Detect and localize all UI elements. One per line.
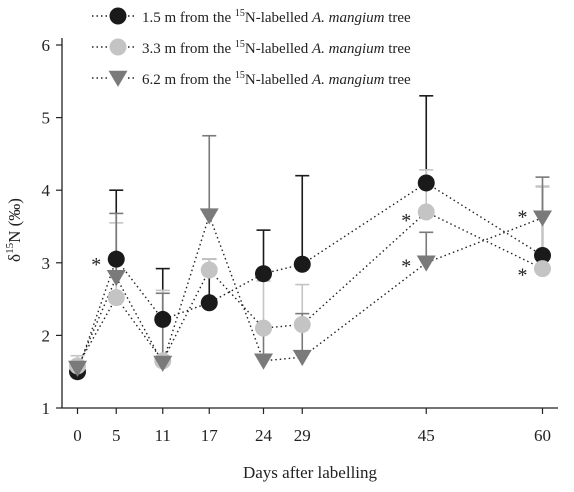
significance-marker: *	[401, 255, 411, 277]
x-tick-label: 29	[294, 426, 311, 445]
x-tick-label: 11	[155, 426, 171, 445]
data-point	[107, 289, 125, 307]
legend-label: 1.5 m from the 15N-labelled A. mangium t…	[142, 8, 411, 26]
data-point	[254, 353, 273, 370]
y-label-rest: N (‰)	[5, 198, 24, 243]
y-tick-label: 6	[42, 36, 51, 55]
data-point	[293, 316, 311, 334]
data-point	[534, 260, 551, 278]
x-tick-label: 24	[255, 426, 273, 445]
x-tick-label: 0	[73, 426, 82, 445]
legend-label: 3.3 m from the 15N-labelled A. mangium t…	[142, 39, 411, 57]
series-line	[76, 182, 543, 372]
legend-marker	[109, 7, 127, 25]
x-tick-label: 60	[534, 426, 551, 445]
legend-label: 6.2 m from the 15N-labelled A. mangium t…	[142, 70, 411, 88]
y-tick-label: 4	[42, 181, 51, 200]
data-point	[199, 208, 219, 225]
y-tick-label: 3	[42, 254, 51, 273]
error-bars	[70, 95, 550, 372]
data-point	[293, 255, 311, 273]
data-point	[200, 294, 218, 312]
axes	[61, 38, 558, 409]
series-line	[76, 211, 543, 367]
data-point	[255, 319, 272, 337]
data-point	[106, 270, 126, 287]
legend: 1.5 m from the 15N-labelled A. mangium t…	[92, 7, 411, 88]
data-point	[416, 255, 436, 272]
x-tick-label: 45	[418, 426, 435, 445]
data-point	[200, 261, 218, 279]
data-point	[534, 247, 551, 265]
y-label-superscript: 15	[4, 242, 16, 254]
legend-marker	[109, 38, 127, 56]
x-axis-label: Days after labelling	[243, 463, 378, 482]
data-point	[107, 250, 125, 268]
y-tick-label: 5	[42, 109, 51, 128]
significance-marker: *	[401, 210, 411, 232]
y-tick-label: 1	[42, 399, 51, 418]
x-tick-label: 5	[112, 426, 121, 445]
data-point	[292, 349, 312, 367]
y-axis-label: δ15N (‰)	[4, 198, 24, 262]
x-ticks: 0 5 11 17 24 29 45 60	[73, 408, 551, 445]
data-point	[68, 360, 87, 377]
data-point	[417, 174, 435, 192]
data-point	[533, 210, 552, 227]
series-line	[76, 213, 543, 369]
y-ticks: 1 2 3 4 5 6	[42, 36, 62, 418]
significance-marker: *	[518, 265, 528, 287]
data-point	[255, 265, 272, 283]
data-point	[417, 203, 435, 221]
legend-marker	[108, 70, 128, 87]
y-label-delta: δ	[5, 254, 24, 262]
significance-marker: *	[518, 207, 528, 229]
data-point	[154, 310, 172, 328]
significance-marker: *	[91, 254, 101, 276]
x-tick-label: 17	[201, 426, 219, 445]
markers	[68, 174, 552, 381]
annotations: * * * * *	[91, 207, 527, 287]
series-lines	[76, 182, 543, 372]
y-tick-label: 2	[42, 326, 51, 345]
data-point	[153, 355, 173, 372]
